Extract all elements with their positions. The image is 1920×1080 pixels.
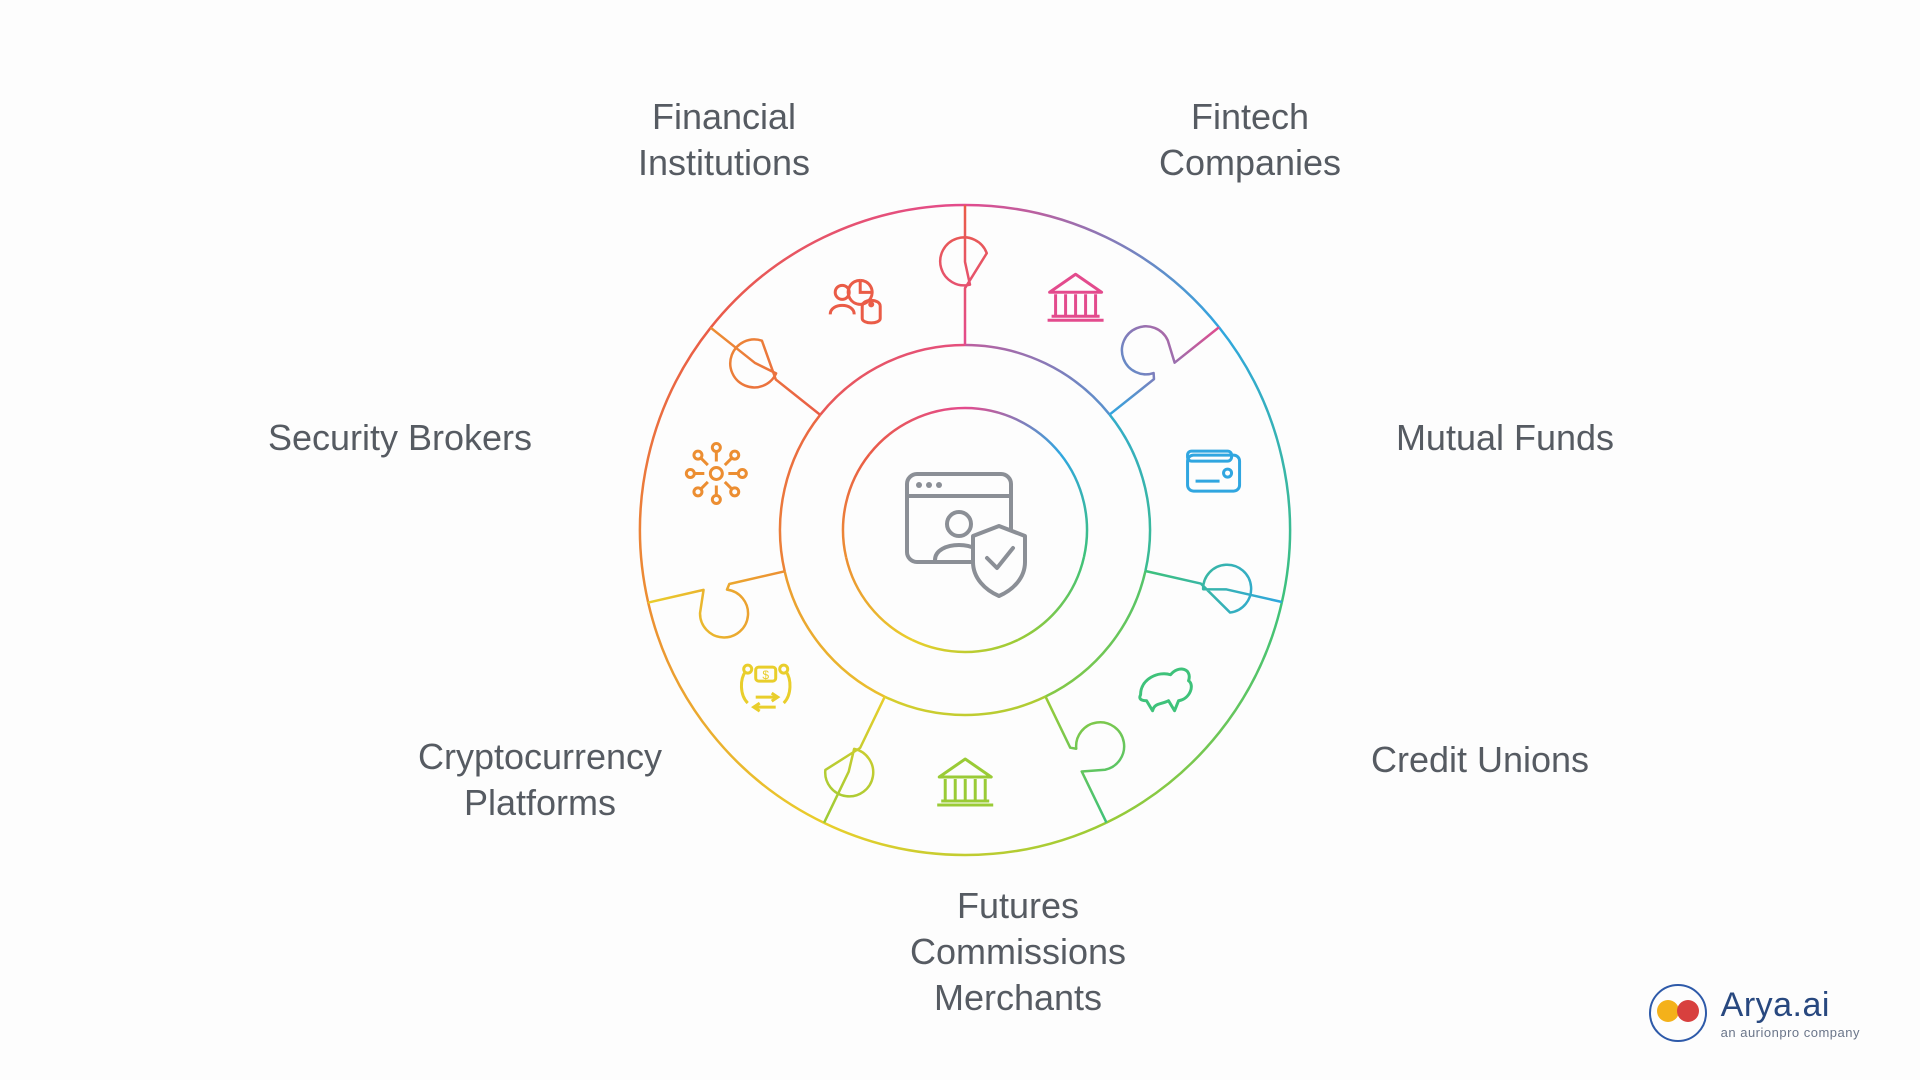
- credit_unions-icon: [937, 759, 993, 805]
- financial_institutions-icon: [1048, 274, 1104, 320]
- brand-name: Arya.ai: [1721, 986, 1830, 1025]
- svg-text:$: $: [762, 668, 769, 682]
- security_brokers-icon: [830, 280, 880, 323]
- mutual_funds-icon: [1140, 669, 1192, 711]
- brand-brain-icon: [1649, 984, 1707, 1042]
- fintech_companies-icon: [1188, 451, 1240, 491]
- center-kyc-icon: [907, 474, 1025, 596]
- brand-badge: Arya.ai an aurionpro company: [1649, 984, 1860, 1042]
- puzzle-wheel-svg: $: [0, 0, 1920, 1080]
- futures_commissions-icon: $: [741, 665, 790, 711]
- diagram-stage: $ FinancialInstitutionsFintechCompaniesM…: [0, 0, 1920, 1080]
- crypto_platforms-icon: [686, 444, 746, 504]
- brand-tagline: an aurionpro company: [1721, 1025, 1860, 1040]
